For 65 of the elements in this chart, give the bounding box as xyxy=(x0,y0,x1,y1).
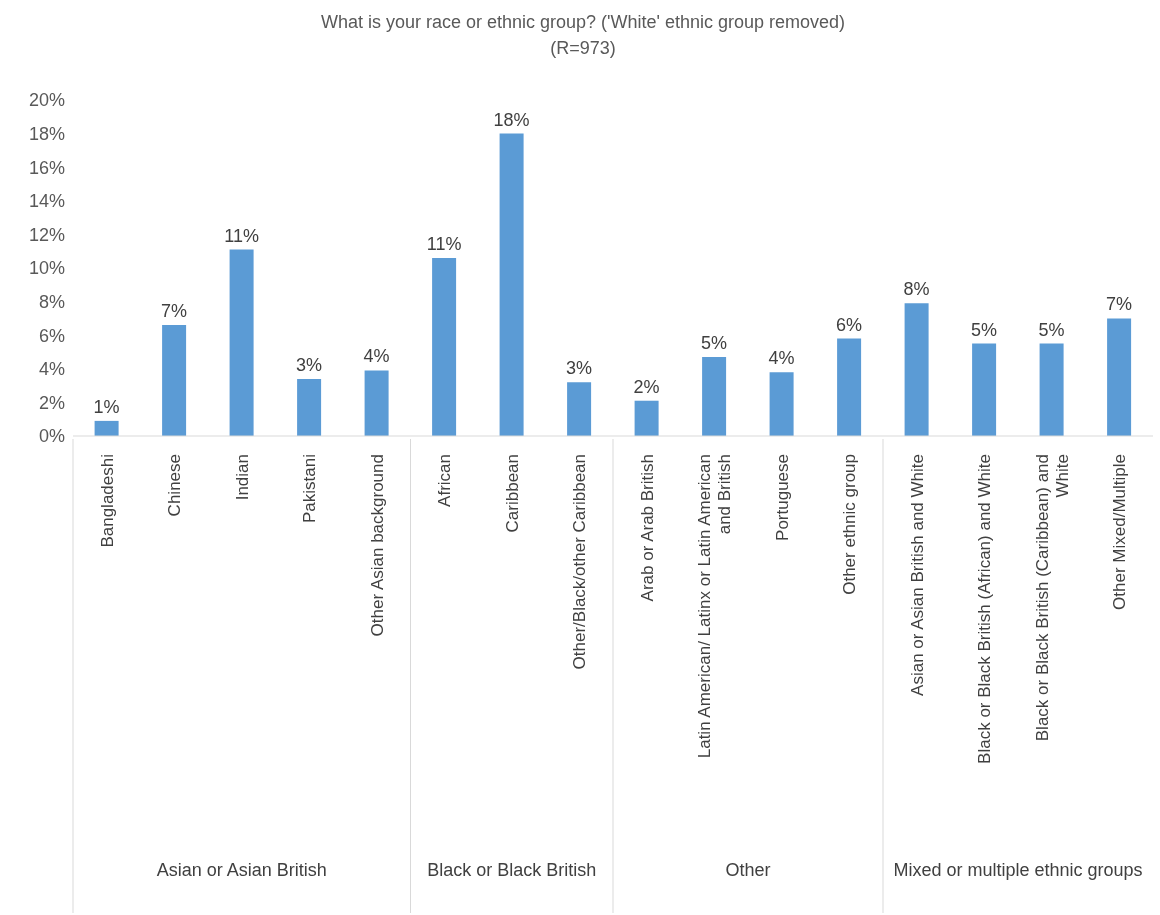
bar xyxy=(162,325,187,436)
data-label: 11% xyxy=(224,225,259,246)
y-tick-label: 2% xyxy=(38,392,65,413)
x-tick-label: Black or Black British (Caribbean) and White xyxy=(1032,454,1072,742)
data-label: 3% xyxy=(296,354,323,375)
chart-subtitle: (R=973) xyxy=(549,38,617,59)
data-label: 8% xyxy=(903,279,930,300)
text: Asian or Asian British xyxy=(156,860,327,880)
x-tick-label: Portuguese xyxy=(772,454,792,541)
y-tick-label: 20% xyxy=(28,90,65,111)
bar xyxy=(634,400,659,436)
data-label: 4% xyxy=(363,346,390,367)
bar xyxy=(1107,318,1132,436)
text: Black or Black British xyxy=(427,860,597,880)
bar xyxy=(972,343,997,436)
data-label: 5% xyxy=(971,319,998,340)
x-tick-label: Other Mixed/Multiple xyxy=(1110,454,1130,610)
text: Other xyxy=(725,860,771,880)
x-tick-label: Chinese xyxy=(165,454,185,517)
bar xyxy=(432,257,457,436)
data-label: 6% xyxy=(836,314,863,335)
bar xyxy=(499,133,524,436)
x-tick-label: Other/Black/other Caribbean xyxy=(570,454,590,670)
bar xyxy=(94,420,119,436)
x-tick-label: Black or Black British (African) and White xyxy=(975,454,995,764)
data-label: 18% xyxy=(493,109,530,130)
data-label: 5% xyxy=(1038,319,1065,340)
data-label: 2% xyxy=(633,376,660,397)
y-tick-label: 12% xyxy=(28,224,65,245)
y-tick-label: 16% xyxy=(28,157,65,178)
y-tick-label: 14% xyxy=(28,191,65,212)
x-tick-label: Latin American/ Latinx or Latin American and British xyxy=(695,454,735,759)
data-label: 7% xyxy=(1106,294,1133,315)
x-tick-label: Other ethnic group xyxy=(840,454,860,595)
x-tick-label: Pakistani xyxy=(300,454,320,523)
y-tick-label: 8% xyxy=(38,291,65,312)
data-label: 1% xyxy=(93,396,120,417)
data-label: 7% xyxy=(161,301,188,322)
bar xyxy=(297,378,322,436)
y-tick-label: 6% xyxy=(38,325,65,346)
bar xyxy=(702,357,727,436)
text: Mixed or multiple ethnic groups xyxy=(893,860,1143,880)
data-label: 5% xyxy=(701,333,728,354)
x-tick-label: Bangladeshi xyxy=(97,454,117,548)
x-tick-label: African xyxy=(435,454,455,507)
bar xyxy=(567,382,592,436)
y-tick-label: 18% xyxy=(28,123,65,144)
x-tick-label: Other Asian background xyxy=(367,454,387,637)
y-tick-label: 10% xyxy=(28,258,65,279)
bar xyxy=(1039,343,1064,436)
bar xyxy=(769,372,794,436)
x-tick-label: Indian xyxy=(232,454,252,501)
bar xyxy=(904,303,929,436)
data-label: 4% xyxy=(768,348,795,369)
data-label: 3% xyxy=(566,358,593,379)
chart-title: What is your race or ethnic group? ('White' ethnic group removed) xyxy=(319,12,847,33)
data-label: 11% xyxy=(426,233,462,254)
y-tick-label: 0% xyxy=(38,426,65,447)
bar xyxy=(229,249,254,436)
y-tick-label: 4% xyxy=(38,359,65,380)
x-tick-label: Asian or Asian British and White xyxy=(907,454,927,696)
x-tick-label: Arab or Arab British xyxy=(637,454,657,602)
x-tick-label: Caribbean xyxy=(502,454,522,533)
bar xyxy=(837,338,862,436)
bar xyxy=(364,370,389,436)
